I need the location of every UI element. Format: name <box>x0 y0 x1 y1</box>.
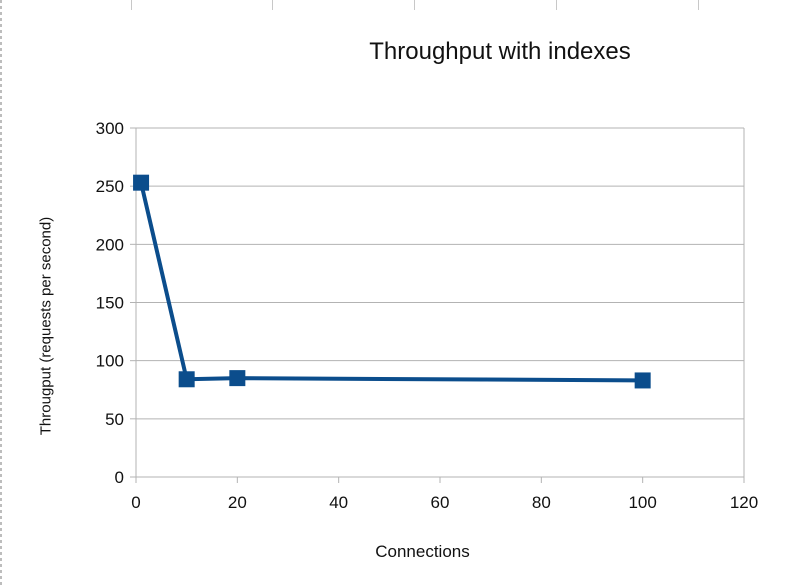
data-point-marker <box>133 174 150 191</box>
x-tick-label: 0 <box>131 493 140 512</box>
data-point-marker <box>229 370 246 387</box>
x-tick-label: 40 <box>329 493 348 512</box>
y-tick-label: 100 <box>96 352 124 371</box>
x-tick-label: 120 <box>730 493 758 512</box>
x-tick-label: 100 <box>628 493 656 512</box>
y-tick-label: 250 <box>96 177 124 196</box>
y-tick-label: 50 <box>105 410 124 429</box>
data-point-marker <box>178 371 195 388</box>
y-tick-label: 0 <box>115 468 124 487</box>
x-tick-label: 20 <box>228 493 247 512</box>
x-axis-title: Connections <box>375 542 470 561</box>
x-tick-label: 80 <box>532 493 551 512</box>
sheet-column-ticks <box>0 0 793 12</box>
y-tick-label: 300 <box>96 119 124 138</box>
y-tick-label: 150 <box>96 294 124 313</box>
chart-title: Throughput with indexes <box>369 38 631 65</box>
x-tick-label: 60 <box>431 493 450 512</box>
data-point-marker <box>634 372 651 389</box>
series-line <box>139 182 643 383</box>
y-tick-label: 200 <box>96 235 124 254</box>
sheet-left-border <box>0 0 2 585</box>
